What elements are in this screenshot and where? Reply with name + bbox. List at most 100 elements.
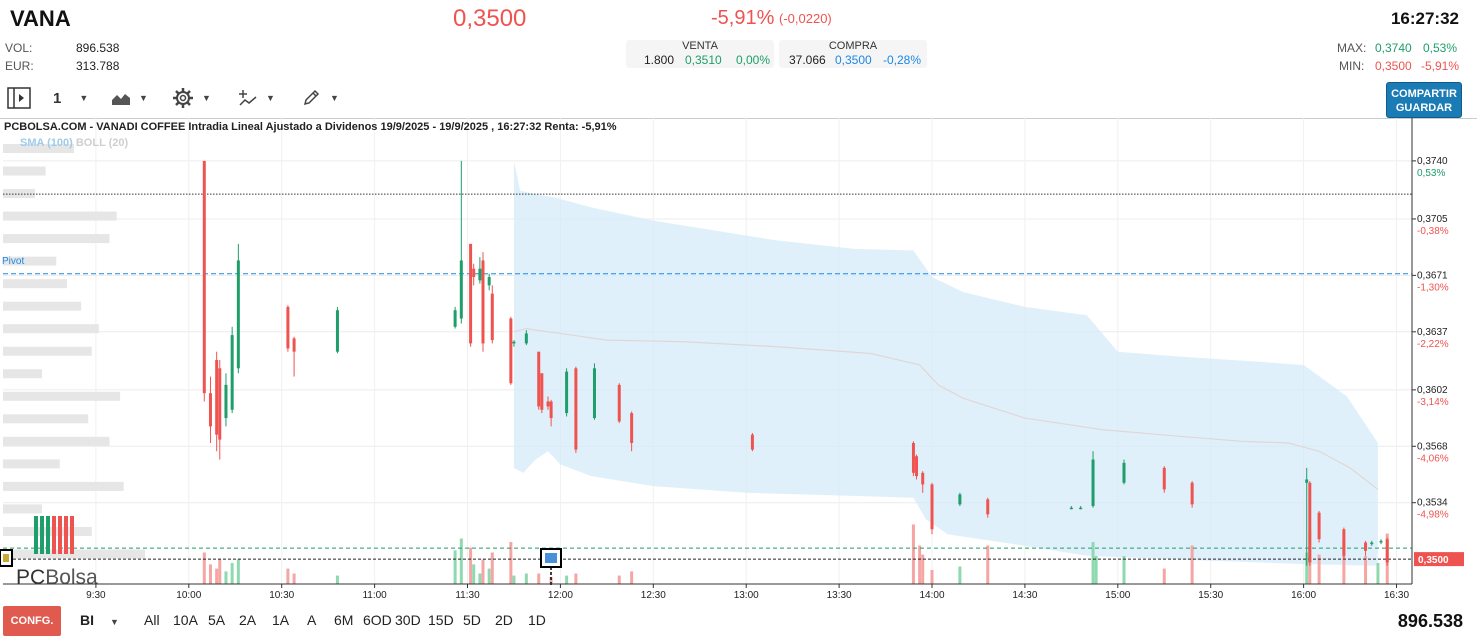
indicator-select[interactable]: BI ▼ bbox=[80, 612, 119, 628]
sma-legend[interactable]: SMA (100) bbox=[20, 137, 73, 149]
indicator-value: BI bbox=[80, 612, 94, 628]
drawing-tools-button[interactable]: ▼ bbox=[302, 86, 339, 110]
config-button[interactable]: CONFG. bbox=[3, 606, 61, 636]
volume-bar bbox=[1317, 554, 1321, 584]
profile-bar bbox=[3, 211, 117, 221]
max-value: 0,3740 bbox=[1375, 41, 1412, 55]
bid-pct: 0,00% bbox=[736, 53, 771, 67]
y-tick-pct: -4,98% bbox=[1417, 510, 1449, 521]
candle-body bbox=[202, 160, 206, 394]
volume-bar bbox=[918, 545, 922, 584]
chart-legend: SMA (100) BOLL (20) bbox=[20, 137, 128, 149]
chevron-down-icon: ▼ bbox=[266, 93, 275, 103]
volume-bar bbox=[224, 571, 228, 584]
volume-bar bbox=[565, 575, 569, 584]
chevron-down-icon: ▼ bbox=[110, 617, 119, 627]
range-button-6m[interactable]: 6M bbox=[334, 612, 354, 628]
settings-button[interactable]: ▼ bbox=[172, 86, 211, 110]
range-button-2d[interactable]: 2D bbox=[495, 612, 513, 628]
volume-bar bbox=[958, 566, 962, 584]
range-button-15d[interactable]: 15D bbox=[428, 612, 454, 628]
range-button-all[interactable]: All bbox=[144, 612, 160, 628]
interval-select[interactable]: 1 ▼ bbox=[53, 86, 88, 110]
candle-body bbox=[1342, 529, 1346, 556]
pencil-icon bbox=[303, 89, 320, 106]
candle-body bbox=[230, 335, 234, 410]
candle-body bbox=[546, 401, 550, 407]
range-button-5a[interactable]: 5A bbox=[208, 612, 226, 628]
pivot-label: Pivot bbox=[2, 256, 25, 267]
interval-value: 1 bbox=[53, 89, 62, 107]
eur-value: 313.788 bbox=[76, 59, 120, 73]
candle-body bbox=[490, 293, 494, 341]
pcbolsa-logo: PCBolsa bbox=[16, 516, 98, 589]
range-button-30d[interactable]: 30D bbox=[395, 612, 421, 628]
volume-bar bbox=[1094, 556, 1098, 584]
y-tick-label: 0,3568 bbox=[1417, 441, 1448, 452]
profile-bar bbox=[3, 144, 74, 153]
y-tick-label: 0,3705 bbox=[1417, 214, 1448, 225]
range-button-6od[interactable]: 6OD bbox=[363, 612, 392, 628]
candle-body bbox=[236, 260, 240, 369]
candle-body bbox=[1317, 512, 1321, 540]
volume-bar bbox=[524, 573, 528, 584]
profile-bar bbox=[3, 459, 60, 469]
candle-body bbox=[540, 373, 544, 410]
volume-bar bbox=[921, 554, 925, 584]
range-button-1a[interactable]: 1A bbox=[272, 612, 290, 628]
volume-bar bbox=[490, 552, 494, 584]
chart-type-button[interactable]: ▼ bbox=[111, 86, 148, 110]
range-button-1d[interactable]: 1D bbox=[528, 612, 546, 628]
volume-bar bbox=[509, 542, 513, 584]
range-button-a[interactable]: A bbox=[307, 612, 317, 628]
chart-marker[interactable] bbox=[540, 548, 562, 585]
candle-body bbox=[565, 371, 569, 414]
range-button-2a[interactable]: 2A bbox=[239, 612, 257, 628]
profile-bar bbox=[3, 166, 46, 176]
range-button-5d[interactable]: 5D bbox=[463, 612, 481, 628]
x-tick-label: 11:00 bbox=[362, 590, 387, 601]
share-save-button[interactable]: COMPARTIR GUARDAR bbox=[1386, 82, 1462, 118]
last-update-time: 16:27:32 bbox=[1390, 9, 1459, 28]
bid-box: VENTA 1.800 0,3510 0,00% bbox=[626, 40, 774, 68]
max-pct: 0,53% bbox=[1423, 41, 1458, 55]
panel-toggle-icon bbox=[7, 87, 31, 109]
volume-bar bbox=[469, 547, 473, 584]
range-button-10a[interactable]: 10A bbox=[173, 612, 198, 628]
indicators-button[interactable]: ▼ bbox=[238, 86, 275, 110]
x-tick-label: 13:30 bbox=[827, 590, 852, 601]
profile-bar bbox=[3, 234, 110, 244]
min-pct: -5,91% bbox=[1421, 59, 1460, 73]
volume-bar bbox=[930, 570, 934, 584]
candle-body bbox=[224, 384, 228, 419]
candle-body bbox=[617, 384, 621, 422]
profile-bar bbox=[3, 301, 82, 311]
y-tick-pct: -1,30% bbox=[1417, 282, 1449, 293]
volume-bar bbox=[1376, 563, 1380, 584]
candle-body bbox=[1305, 479, 1309, 483]
volume-bar bbox=[335, 575, 339, 584]
candle-body bbox=[1162, 467, 1166, 490]
y-tick-pct: -3,14% bbox=[1417, 397, 1449, 408]
volume-bar bbox=[481, 559, 485, 584]
ask-box: COMPRA 37.066 0,3500 -0,28% bbox=[779, 40, 927, 68]
candle-body bbox=[1385, 539, 1389, 563]
boll-band-area bbox=[513, 160, 1378, 566]
time-axis: 9:30 10:00 10:30 11:00 11:30 12:00 12:30 13:00 1… bbox=[3, 583, 1412, 601]
x-tick-label: 12:00 bbox=[548, 590, 573, 601]
x-tick-label: 11:30 bbox=[455, 590, 480, 601]
profile-bar bbox=[3, 256, 57, 266]
min-label: MIN: bbox=[1339, 59, 1365, 73]
x-tick-label: 9:30 bbox=[86, 590, 106, 601]
candle-body bbox=[478, 268, 482, 281]
x-tick-label: 15:00 bbox=[1105, 590, 1130, 601]
volume-bar bbox=[478, 573, 482, 584]
boll-legend[interactable]: BOLL (20) bbox=[75, 137, 129, 149]
left-marker[interactable] bbox=[0, 549, 13, 567]
toggle-panel-button[interactable] bbox=[6, 86, 32, 110]
volume-bar bbox=[1342, 540, 1346, 584]
volume-bar bbox=[1190, 545, 1194, 584]
vol-label: VOL: bbox=[5, 41, 33, 55]
